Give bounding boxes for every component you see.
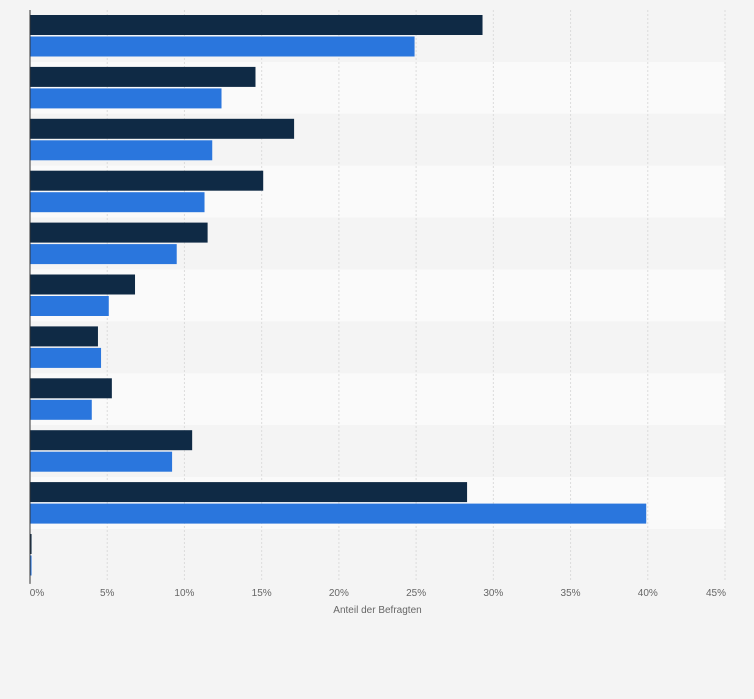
bar [30, 274, 136, 295]
x-tick-label: 0% [30, 588, 45, 599]
bar [30, 451, 173, 472]
row-band [30, 321, 725, 374]
x-tick-label: 25% [406, 588, 426, 599]
x-tick-label: 15% [252, 588, 272, 599]
bar [30, 36, 415, 57]
x-axis-ticks: 0% 5% 10% 15% 20% 25% 30% 35% 40% 45% [30, 588, 726, 599]
x-tick-label: 20% [329, 588, 349, 599]
bar [30, 326, 98, 347]
bar [30, 222, 208, 243]
bar [30, 378, 112, 399]
bars [30, 15, 647, 576]
bar [30, 88, 222, 109]
bar [30, 15, 483, 35]
row-band [30, 529, 725, 581]
bar [30, 296, 109, 316]
bar [30, 399, 92, 420]
bar [30, 192, 205, 213]
x-tick-label: 45% [706, 588, 726, 599]
x-tick-label: 5% [100, 588, 115, 599]
bar [30, 66, 256, 87]
bar [30, 244, 177, 265]
bar [30, 482, 468, 503]
bar [30, 118, 295, 139]
bar [30, 555, 32, 576]
bar [30, 140, 213, 161]
x-tick-label: 40% [638, 588, 658, 599]
row-band [30, 373, 725, 426]
bar [30, 503, 647, 524]
bar [30, 170, 264, 191]
x-tick-label: 10% [174, 588, 194, 599]
bar [30, 430, 193, 451]
row-band [30, 269, 725, 322]
gridlines [106, 10, 726, 581]
x-axis-title: Anteil der Befragten [333, 605, 421, 616]
x-tick-label: 30% [483, 588, 503, 599]
bar [30, 347, 102, 368]
bar [30, 534, 32, 554]
x-tick-label: 35% [561, 588, 581, 599]
